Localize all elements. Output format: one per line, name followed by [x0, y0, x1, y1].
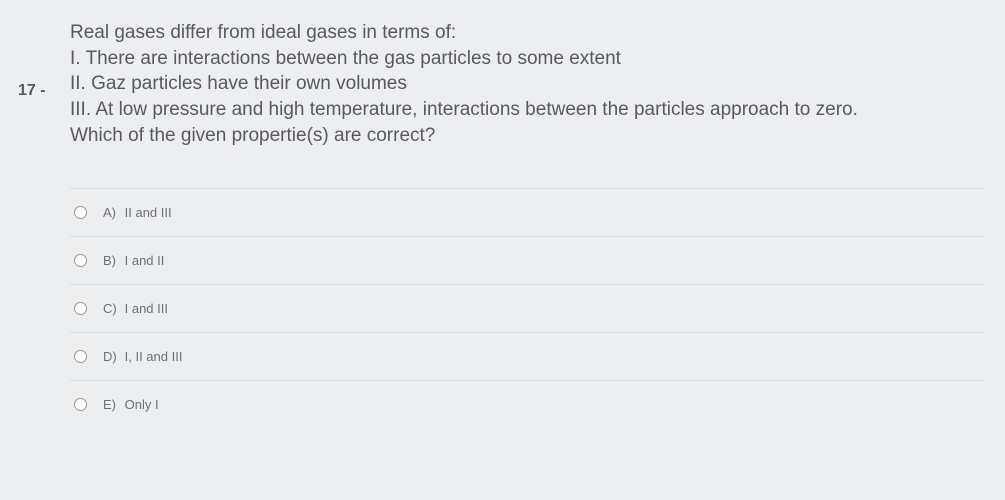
- option-b[interactable]: B) I and II: [70, 236, 985, 284]
- option-letter: D): [103, 349, 121, 364]
- option-text: II and III: [125, 205, 172, 220]
- option-letter: C): [103, 301, 121, 316]
- question-stem: Real gases differ from ideal gases in te…: [70, 20, 985, 148]
- stem-line: I. There are interactions between the ga…: [70, 46, 985, 72]
- option-c[interactable]: C) I and III: [70, 284, 985, 332]
- option-d[interactable]: D) I, II and III: [70, 332, 985, 380]
- option-e[interactable]: E) Only I: [70, 380, 985, 428]
- option-label: B) I and II: [103, 253, 164, 268]
- stem-line: Real gases differ from ideal gases in te…: [70, 20, 985, 46]
- options-list: A) II and III B) I and II C) I and III: [70, 188, 985, 428]
- radio-icon[interactable]: [74, 398, 87, 411]
- option-a[interactable]: A) II and III: [70, 188, 985, 236]
- option-text: I, II and III: [125, 349, 183, 364]
- option-label: A) II and III: [103, 205, 172, 220]
- stem-line: II. Gaz particles have their own volumes: [70, 71, 985, 97]
- option-label: C) I and III: [103, 301, 168, 316]
- stem-line: III. At low pressure and high temperatur…: [70, 97, 985, 123]
- option-label: D) I, II and III: [103, 349, 182, 364]
- option-text: I and III: [125, 301, 168, 316]
- option-letter: E): [103, 397, 121, 412]
- option-letter: B): [103, 253, 121, 268]
- radio-icon[interactable]: [74, 206, 87, 219]
- option-label: E) Only I: [103, 397, 159, 412]
- option-letter: A): [103, 205, 121, 220]
- radio-icon[interactable]: [74, 302, 87, 315]
- stem-line: Which of the given propertie(s) are corr…: [70, 123, 985, 149]
- option-text: I and II: [125, 253, 165, 268]
- option-text: Only I: [125, 397, 159, 412]
- question-container: 17 - Real gases differ from ideal gases …: [0, 0, 1005, 428]
- radio-icon[interactable]: [74, 350, 87, 363]
- question-body: Real gases differ from ideal gases in te…: [70, 20, 995, 428]
- question-number: 17 -: [10, 20, 70, 428]
- radio-icon[interactable]: [74, 254, 87, 267]
